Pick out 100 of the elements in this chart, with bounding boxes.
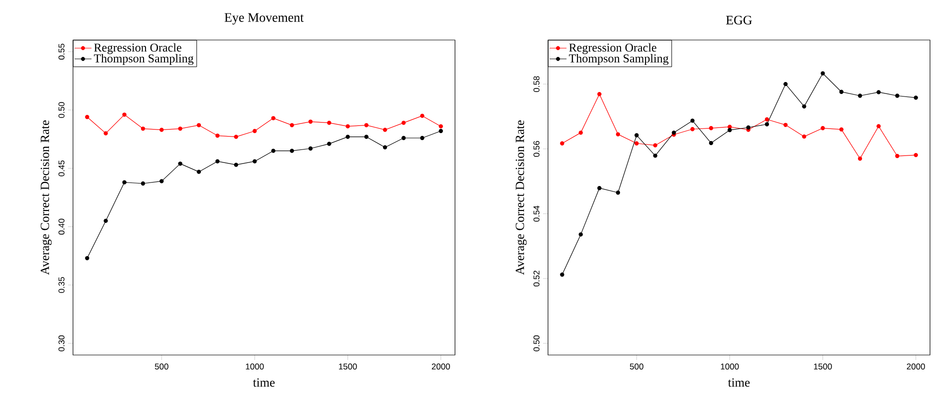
legend-label: Thompson Sampling — [568, 54, 668, 65]
point — [382, 128, 388, 132]
x-tick-label: 500 — [154, 364, 168, 370]
point — [597, 186, 602, 190]
point — [85, 256, 90, 260]
point — [234, 162, 238, 167]
point — [802, 134, 806, 139]
point — [215, 159, 220, 164]
chart-title: Eye Movement — [224, 13, 304, 24]
point — [308, 120, 313, 124]
legend-label: Thompson Sampling — [94, 54, 194, 65]
y-tick-label: 0.30 — [58, 335, 64, 352]
y-tick-label: 0.35 — [58, 277, 64, 293]
x-tick-label: 1500 — [338, 364, 357, 370]
point — [764, 122, 770, 126]
point — [85, 114, 90, 120]
point — [876, 90, 881, 94]
point — [178, 162, 182, 166]
point — [346, 134, 350, 139]
point — [634, 141, 639, 146]
point — [290, 123, 294, 128]
point — [122, 112, 126, 117]
point — [104, 218, 108, 223]
x-tick-label: 2000 — [432, 364, 450, 370]
point — [578, 232, 583, 237]
point — [597, 92, 602, 96]
y-tick-label: 0.55 — [58, 44, 64, 60]
point — [327, 120, 332, 125]
point — [402, 136, 406, 140]
point — [215, 134, 220, 138]
point — [653, 143, 658, 148]
point — [616, 132, 620, 136]
y-tick-label: 0.40 — [58, 218, 64, 235]
x-tick-label: 500 — [630, 364, 644, 370]
point — [802, 104, 806, 109]
point — [160, 179, 164, 184]
point — [895, 94, 900, 98]
point — [895, 154, 900, 158]
point — [252, 128, 257, 134]
point — [820, 126, 825, 130]
point — [382, 145, 388, 150]
point — [438, 124, 443, 128]
point — [196, 123, 201, 128]
point — [746, 125, 750, 130]
point — [140, 126, 146, 131]
legend-label: Regression Oracle — [94, 43, 182, 54]
y-tick-label: 0.50 — [58, 102, 64, 118]
x-axis-title: time — [253, 378, 275, 387]
point — [728, 124, 732, 129]
point — [327, 142, 332, 146]
point — [364, 134, 368, 139]
point — [708, 126, 714, 130]
point — [560, 272, 564, 277]
point — [402, 120, 406, 125]
point — [858, 156, 862, 161]
point — [783, 122, 788, 127]
x-axis-title: time — [728, 378, 750, 387]
point — [914, 96, 918, 100]
point — [634, 133, 639, 138]
x-tick-label: 1500 — [814, 364, 832, 370]
y-tick-label: 0.54 — [533, 206, 540, 222]
point — [252, 159, 257, 164]
point — [876, 124, 881, 128]
x-tick-label: 1000 — [720, 364, 739, 370]
y-axis-title: Average Correct Decision Rate — [40, 120, 52, 275]
point — [728, 128, 732, 132]
point — [290, 148, 294, 153]
point — [122, 180, 126, 184]
point — [858, 94, 862, 98]
x-tick-label: 2000 — [906, 364, 925, 370]
point — [690, 118, 695, 123]
y-tick-label: 0.56 — [533, 141, 540, 157]
point — [271, 148, 276, 153]
point — [616, 190, 620, 195]
y-axis-title: Average Correct Decision Rate — [516, 120, 527, 275]
point — [914, 152, 918, 158]
point — [653, 154, 658, 158]
point — [364, 123, 368, 128]
y-tick-label: 0.52 — [533, 270, 540, 286]
point — [140, 181, 146, 186]
point — [178, 126, 182, 131]
point — [783, 82, 788, 86]
point — [234, 134, 238, 139]
point — [420, 136, 424, 140]
point — [578, 130, 583, 135]
point — [308, 146, 313, 151]
point — [420, 114, 424, 118]
point — [160, 128, 164, 132]
point — [839, 127, 844, 132]
y-tick-label: 0.58 — [533, 76, 540, 92]
point — [560, 141, 564, 146]
legend-label: Regression Oracle — [569, 43, 656, 54]
point — [690, 127, 695, 132]
point — [839, 90, 844, 94]
point — [708, 140, 714, 146]
x-tick-label: 1000 — [246, 364, 264, 370]
point — [271, 116, 276, 120]
chart-title: EGG — [726, 16, 752, 24]
point — [820, 71, 825, 76]
point — [196, 170, 201, 174]
